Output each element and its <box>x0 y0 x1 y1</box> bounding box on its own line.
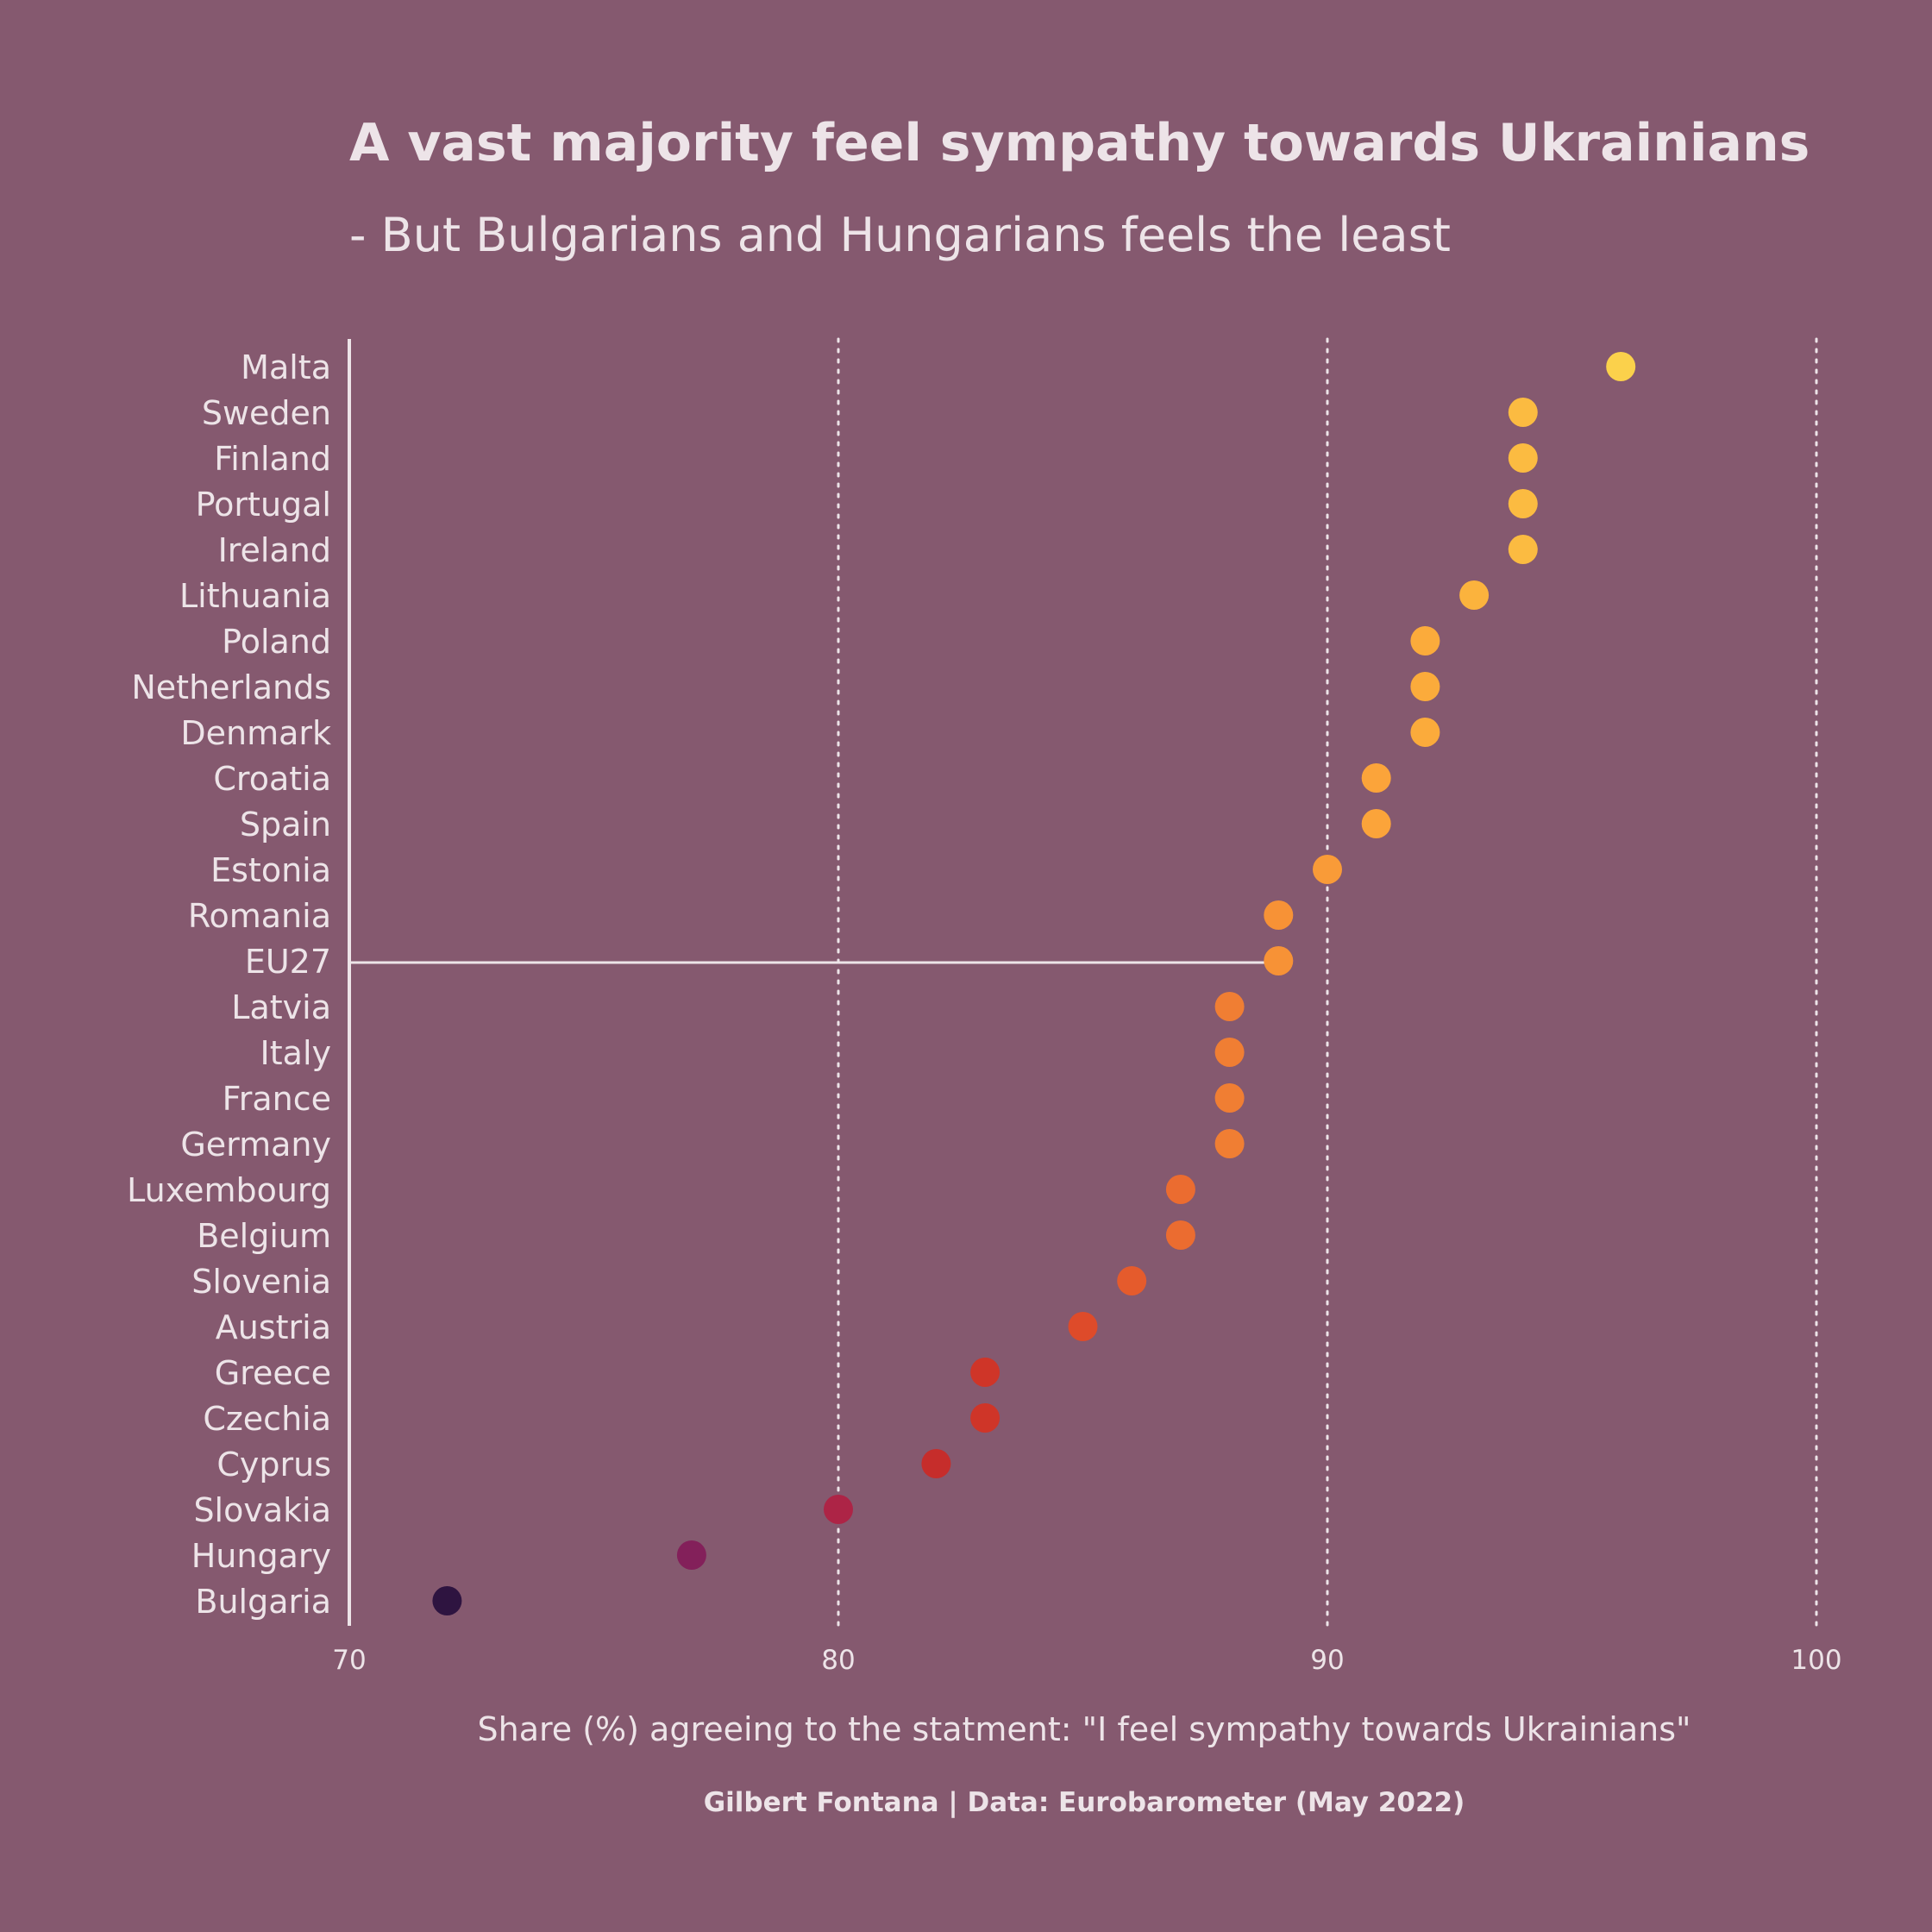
country-label-slovenia: Slovenia <box>191 1263 331 1301</box>
country-label-romania: Romania <box>188 897 331 935</box>
country-label-germany: Germany <box>180 1126 331 1164</box>
country-label-finland: Finland <box>214 440 331 478</box>
point-czechia <box>970 1403 1000 1433</box>
point-sweden <box>1508 398 1538 427</box>
country-label-cyprus: Cyprus <box>216 1446 331 1484</box>
country-label-malta: Malta <box>241 348 331 386</box>
chart-title: A vast majority feel sympathy towards Uk… <box>349 113 1810 173</box>
country-label-portugal: Portugal <box>196 486 331 524</box>
x-tick-labels: 70 80 90 100 <box>332 1645 1841 1676</box>
point-poland <box>1410 626 1440 656</box>
point-lithuania <box>1459 580 1490 610</box>
country-label-bulgaria: Bulgaria <box>195 1583 331 1621</box>
country-label-spain: Spain <box>240 806 331 844</box>
x-tick-label-90: 90 <box>1310 1645 1344 1676</box>
country-labels: Malta Sweden Finland Portugal Ireland Lithuan… <box>127 348 331 1621</box>
country-label-hungary: Hungary <box>191 1537 331 1575</box>
chart-caption: Gilbert Fontana | Data: Eurobarometer (M… <box>704 1787 1465 1818</box>
country-label-czechia: Czechia <box>203 1400 331 1438</box>
country-label-sweden: Sweden <box>202 394 331 432</box>
point-cyprus <box>921 1449 951 1478</box>
point-bulgaria <box>432 1586 462 1615</box>
point-romania <box>1264 900 1294 930</box>
country-label-poland: Poland <box>222 623 331 661</box>
point-belgium <box>1165 1220 1195 1250</box>
grid-lines <box>837 337 1818 1628</box>
country-label-luxembourg: Luxembourg <box>127 1171 331 1209</box>
country-label-denmark: Denmark <box>180 714 331 752</box>
point-italy <box>1214 1038 1245 1067</box>
point-netherlands <box>1410 672 1440 701</box>
country-label-eu27: EU27 <box>245 943 331 981</box>
country-label-austria: Austria <box>216 1308 331 1346</box>
point-denmark <box>1410 718 1440 747</box>
point-croatia <box>1361 763 1391 793</box>
point-slovakia <box>824 1495 853 1524</box>
x-tick-label-100: 100 <box>1791 1645 1841 1676</box>
point-hungary <box>676 1540 706 1570</box>
country-label-netherlands: Netherlands <box>131 668 331 706</box>
country-label-latvia: Latvia <box>231 988 331 1026</box>
point-malta <box>1606 352 1636 381</box>
country-label-lithuania: Lithuania <box>179 577 331 615</box>
x-tick-label-70: 70 <box>332 1645 366 1676</box>
country-label-italy: Italy <box>260 1034 331 1072</box>
country-label-france: France <box>223 1080 331 1118</box>
point-eu27 <box>1264 946 1294 975</box>
chart-subtitle: - But Bulgarians and Hungarians feels th… <box>349 208 1451 262</box>
point-finland <box>1508 443 1538 473</box>
x-axis-title: Share (%) agreeing to the statment: "I f… <box>477 1710 1690 1748</box>
point-germany <box>1214 1129 1245 1158</box>
point-portugal <box>1508 489 1538 518</box>
country-label-slovakia: Slovakia <box>193 1491 331 1529</box>
point-greece <box>970 1358 1000 1387</box>
point-luxembourg <box>1165 1175 1195 1204</box>
x-tick-label-80: 80 <box>821 1645 855 1676</box>
point-ireland <box>1508 535 1538 564</box>
point-france <box>1214 1083 1245 1113</box>
data-points <box>432 352 1636 1615</box>
point-spain <box>1361 809 1391 838</box>
country-label-croatia: Croatia <box>213 760 331 798</box>
axis-lines <box>348 339 1279 1626</box>
country-label-ireland: Ireland <box>218 531 331 569</box>
point-slovenia <box>1117 1266 1147 1295</box>
point-estonia <box>1313 855 1342 884</box>
point-austria <box>1068 1312 1098 1341</box>
country-label-estonia: Estonia <box>210 851 331 889</box>
country-label-belgium: Belgium <box>197 1217 331 1255</box>
country-label-greece: Greece <box>215 1354 331 1392</box>
point-latvia <box>1214 992 1245 1021</box>
